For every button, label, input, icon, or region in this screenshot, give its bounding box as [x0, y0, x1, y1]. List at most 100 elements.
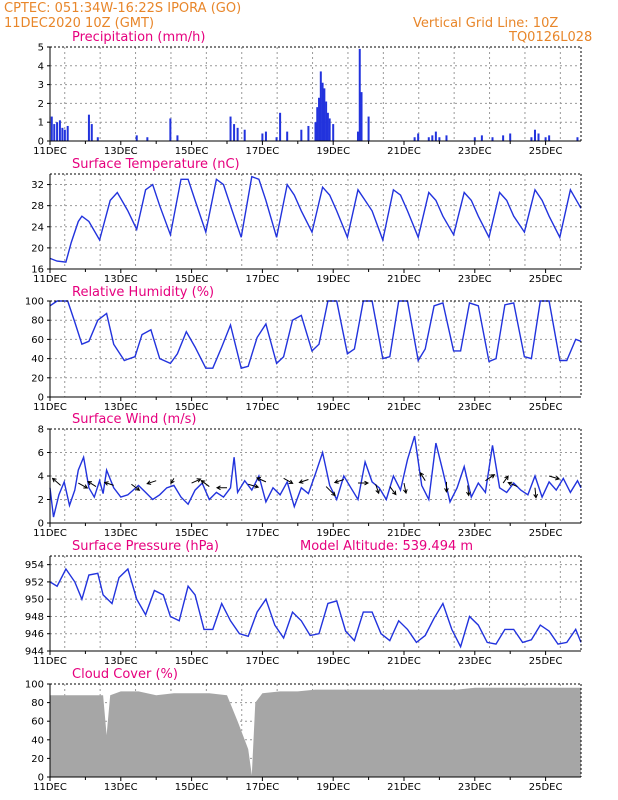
x-tick-label: 19DEC [316, 146, 350, 157]
x-tick-label: 17DEC [246, 528, 280, 539]
precip-bar [96, 137, 99, 141]
x-tick-label: 17DEC [246, 146, 280, 157]
precip-bar [135, 135, 138, 141]
precip-bar [473, 137, 476, 141]
temp-series-line [49, 175, 582, 263]
x-tick-label: 17DEC [246, 782, 280, 793]
wind-series-line [49, 435, 582, 518]
y-tick-label: 0 [38, 393, 44, 404]
wind-direction-arrow [248, 483, 260, 489]
precip-bar [319, 71, 322, 141]
x-tick-label: 17DEC [246, 274, 280, 285]
precip-title: Precipitation (mm/h) [72, 30, 205, 45]
x-tick-label: 17DEC [246, 656, 280, 667]
y-tick-label: 80 [31, 698, 44, 709]
wind-title: Surface Wind (m/s) [72, 412, 196, 427]
precip-bar [323, 88, 326, 141]
wind-direction-arrow [78, 482, 89, 489]
x-tick-label: 15DEC [175, 528, 209, 539]
precip-bar [367, 116, 370, 141]
wind-direction-arrow [357, 480, 370, 486]
wind-direction-arrow [419, 471, 426, 481]
temp-title: Surface Temperature (nC) [72, 157, 240, 172]
precip-bar [431, 135, 434, 141]
precip-bar [509, 133, 512, 141]
rh-title: Relative Humidity (%) [72, 285, 214, 300]
header-model: TQ0126L028 [508, 30, 592, 45]
precip-bar [314, 122, 317, 141]
precip-bar [261, 133, 264, 141]
x-tick-label: 23DEC [458, 402, 492, 413]
precip-bar [169, 118, 172, 141]
x-tick-label: 13DEC [104, 146, 138, 157]
x-tick-label: 21DEC [387, 402, 421, 413]
wind-direction-arrow [333, 479, 344, 484]
wind-direction-arrow [283, 477, 294, 484]
x-tick-label: 23DEC [458, 782, 492, 793]
y-tick-label: 16 [31, 265, 44, 276]
precip-bar [50, 116, 53, 141]
precip-bar [434, 131, 437, 141]
pres-series-line [49, 567, 582, 649]
y-tick-label: 0 [38, 519, 44, 530]
wind-direction-arrow [466, 485, 471, 497]
wind-direction-arrow [533, 487, 538, 499]
header-datetime: 11DEC2020 10Z (GMT) [4, 16, 154, 31]
x-tick-label: 25DEC [529, 656, 563, 667]
cloud-title: Cloud Cover (%) [72, 667, 178, 682]
precip-bar [537, 133, 540, 141]
x-tick-label: 13DEC [104, 402, 138, 413]
precip-bar [279, 112, 282, 141]
x-tick-label: 19DEC [316, 782, 350, 793]
wind-panel: 0 2 4 6 8 11DEC 13DEC 15DEC 17DEC 19DEC 21DEC 23DEC… [33, 425, 582, 539]
pres-title: Surface Pressure (hPa) [72, 539, 219, 554]
x-tick-label: 13DEC [104, 782, 138, 793]
precip-bar [356, 131, 359, 141]
cloud-cover-area [50, 687, 581, 777]
x-tick-label: 21DEC [387, 656, 421, 667]
x-tick-label: 21DEC [387, 782, 421, 793]
y-tick-label: 1 [38, 118, 44, 129]
precip-bar [146, 137, 149, 141]
x-tick-label: 25DEC [529, 782, 563, 793]
x-tick-label: 15DEC [175, 274, 209, 285]
x-tick-label: 13DEC [104, 656, 138, 667]
precip-bar [544, 137, 547, 141]
y-tick-label: 944 [25, 647, 44, 658]
precip-bar [233, 124, 236, 141]
precip-bar [480, 135, 483, 141]
wind-direction-arrow [548, 475, 561, 481]
wind-direction-arrow [298, 479, 309, 484]
precip-bar [548, 135, 551, 141]
precip-bar [229, 116, 232, 141]
precip-bar [325, 101, 328, 141]
precip-bar [90, 124, 93, 141]
x-tick-label: 25DEC [529, 146, 563, 157]
precip-panel: 0 1 2 3 4 5 11DEC 13DEC 15DEC 17DEC 19DEC 21DEC 23DE… [33, 43, 582, 157]
wind-direction-arrow [375, 484, 380, 495]
precip-bar [316, 107, 319, 141]
x-tick-label: 21DEC [387, 528, 421, 539]
y-tick-label: 24 [31, 222, 44, 233]
precip-bar [243, 129, 246, 141]
precip-bar [56, 122, 59, 141]
y-tick-label: 28 [31, 201, 44, 212]
y-tick-label: 0 [38, 773, 44, 784]
y-tick-label: 2 [38, 495, 44, 506]
y-tick-label: 946 [25, 629, 44, 640]
y-tick-label: 4 [38, 472, 44, 483]
precip-bar [236, 127, 239, 141]
wind-direction-arrow [444, 481, 449, 493]
precip-bar [533, 129, 536, 141]
y-tick-label: 20 [31, 373, 44, 384]
x-tick-label: 13DEC [104, 528, 138, 539]
x-tick-label: 15DEC [175, 402, 209, 413]
precip-bar [360, 92, 363, 141]
x-tick-label: 13DEC [104, 274, 138, 285]
y-tick-label: 0 [38, 137, 44, 148]
y-tick-label: 950 [25, 595, 44, 606]
y-tick-label: 80 [31, 316, 44, 327]
rh-series-line [49, 300, 582, 370]
wind-direction-arrow [87, 481, 97, 487]
wind-direction-arrow [255, 477, 267, 483]
